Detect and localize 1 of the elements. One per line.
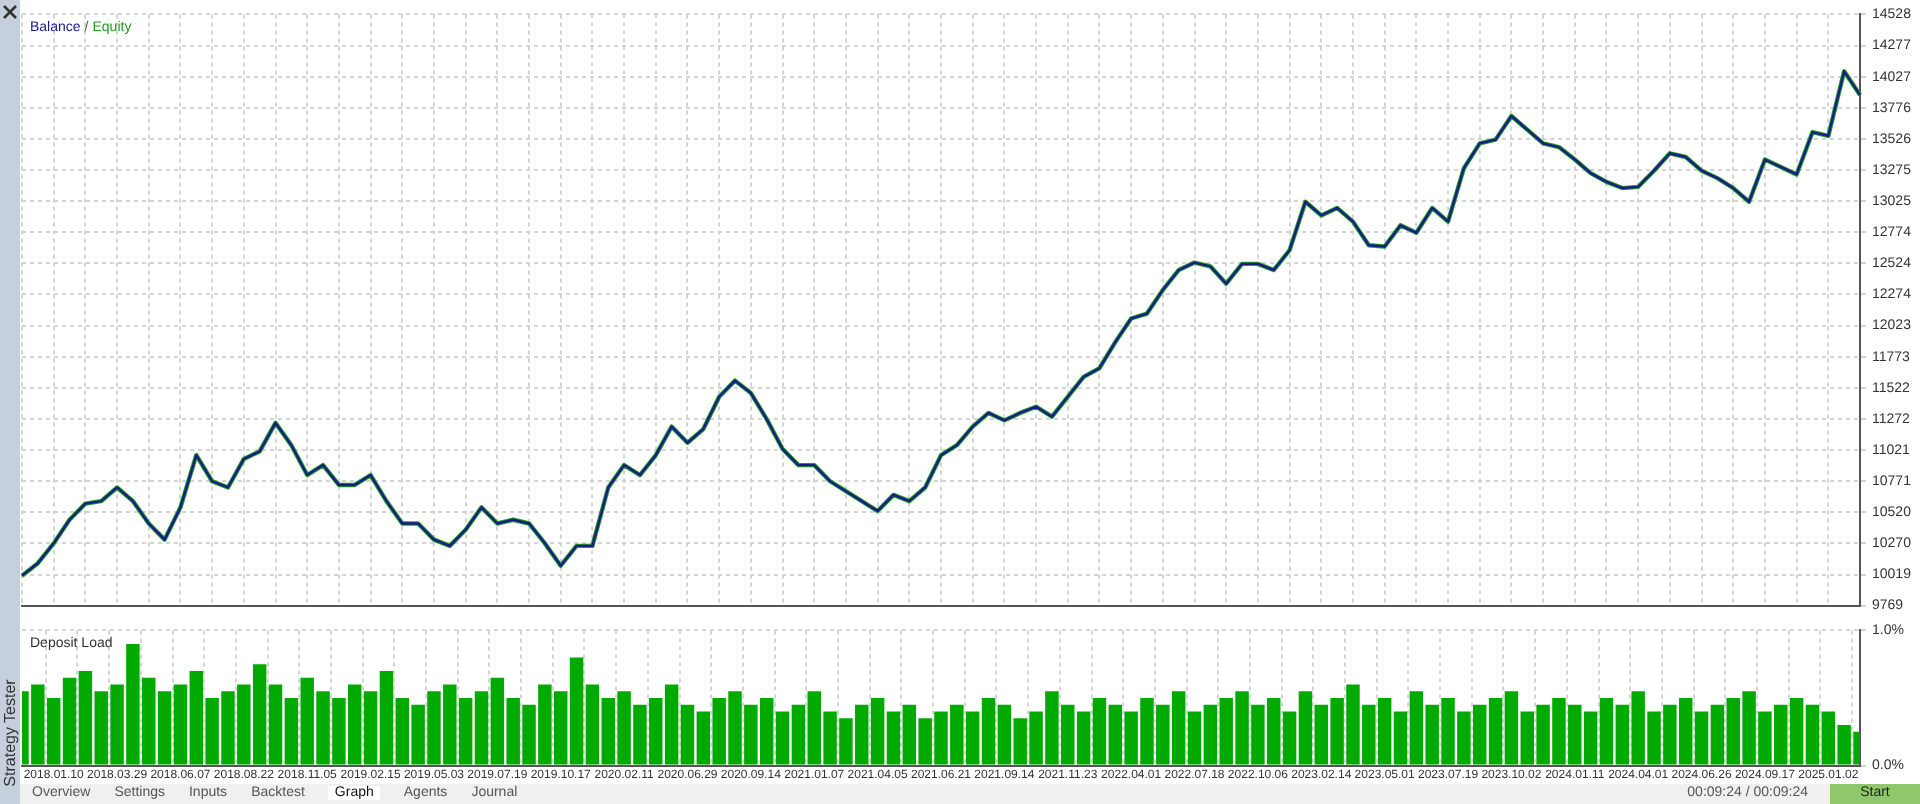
text: Strategy Tester (1, 677, 19, 791)
